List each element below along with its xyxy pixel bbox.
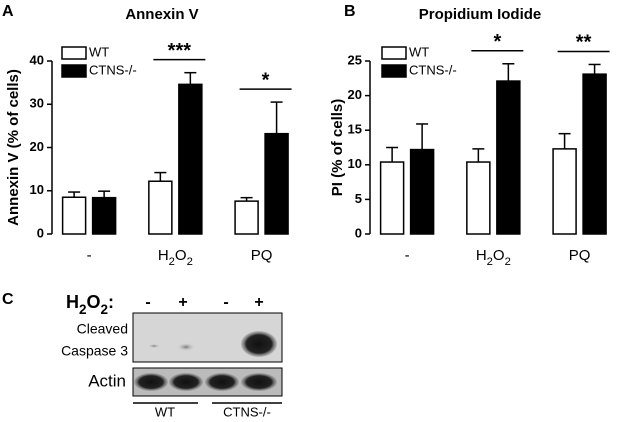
x-tick-label: -	[87, 247, 92, 264]
blot-band	[241, 331, 277, 357]
panel-label: B	[344, 3, 356, 20]
y-tick-label: 0	[37, 225, 44, 240]
y-tick-label: 0	[355, 225, 362, 240]
bar	[61, 196, 87, 235]
x-tick-label: H2O2	[476, 247, 511, 268]
y-tick-label: 15	[348, 122, 362, 137]
lane-sign: +	[178, 294, 187, 311]
bar	[234, 200, 259, 235]
y-axis-label: Annexin V (% of cells)	[5, 69, 22, 226]
blot-band	[177, 343, 195, 351]
row-label: Cleaved	[77, 321, 128, 337]
significance-label: **	[576, 32, 592, 54]
row-label: Actin	[88, 371, 126, 390]
legend-label: WT	[409, 44, 429, 59]
y-tick-label: 40	[30, 52, 44, 67]
bar	[552, 148, 577, 235]
chart-title: Annexin V	[125, 6, 198, 23]
significance-label: *	[493, 31, 501, 53]
y-tick-label: 20	[348, 87, 362, 102]
blot-band	[169, 373, 203, 391]
legend-swatch	[61, 46, 87, 60]
bar	[264, 132, 289, 235]
legend-swatch	[61, 64, 87, 78]
blot-band	[148, 344, 160, 348]
legend-label: WT	[89, 44, 109, 59]
y-tick-label: 30	[30, 96, 44, 111]
bar	[466, 161, 491, 235]
y-tick-label: 25	[348, 52, 362, 67]
significance-label: *	[262, 69, 270, 91]
x-tick-label: PQ	[251, 247, 273, 264]
y-tick-label: 5	[355, 191, 362, 206]
legend-swatch	[381, 64, 407, 78]
bar	[496, 80, 521, 235]
bar	[178, 83, 203, 235]
blot-band	[241, 373, 277, 391]
group-label: WT	[155, 404, 175, 419]
row-label: Caspase 3	[61, 343, 128, 359]
group-label: CTNS-/-	[223, 404, 271, 419]
panel-label: A	[2, 3, 14, 20]
panel-label: C	[2, 291, 14, 308]
x-tick-label: PQ	[569, 247, 591, 264]
chart-title: Propidium Iodide	[419, 6, 542, 23]
treatment-label: H2O2:	[66, 292, 114, 317]
x-tick-label: -	[405, 247, 410, 264]
legend-label: CTNS-/-	[409, 62, 457, 77]
bar	[379, 161, 405, 235]
bar	[91, 196, 117, 235]
legend-label: CTNS-/-	[89, 62, 137, 77]
lane-sign: -	[223, 294, 228, 311]
y-tick-label: 20	[30, 139, 44, 154]
lane-sign: -	[145, 294, 150, 311]
legend-swatch	[381, 46, 407, 60]
bar	[148, 180, 173, 235]
blot-band	[134, 373, 168, 391]
y-tick-label: 10	[30, 182, 44, 197]
x-tick-label: H2O2	[158, 247, 193, 268]
bar	[409, 148, 435, 235]
significance-label: ***	[168, 40, 192, 62]
blot-band	[205, 373, 239, 391]
lane-sign: +	[254, 294, 263, 311]
bar	[582, 73, 607, 235]
y-axis-label: PI (% of cells)	[329, 99, 346, 197]
y-tick-label: 10	[348, 156, 362, 171]
